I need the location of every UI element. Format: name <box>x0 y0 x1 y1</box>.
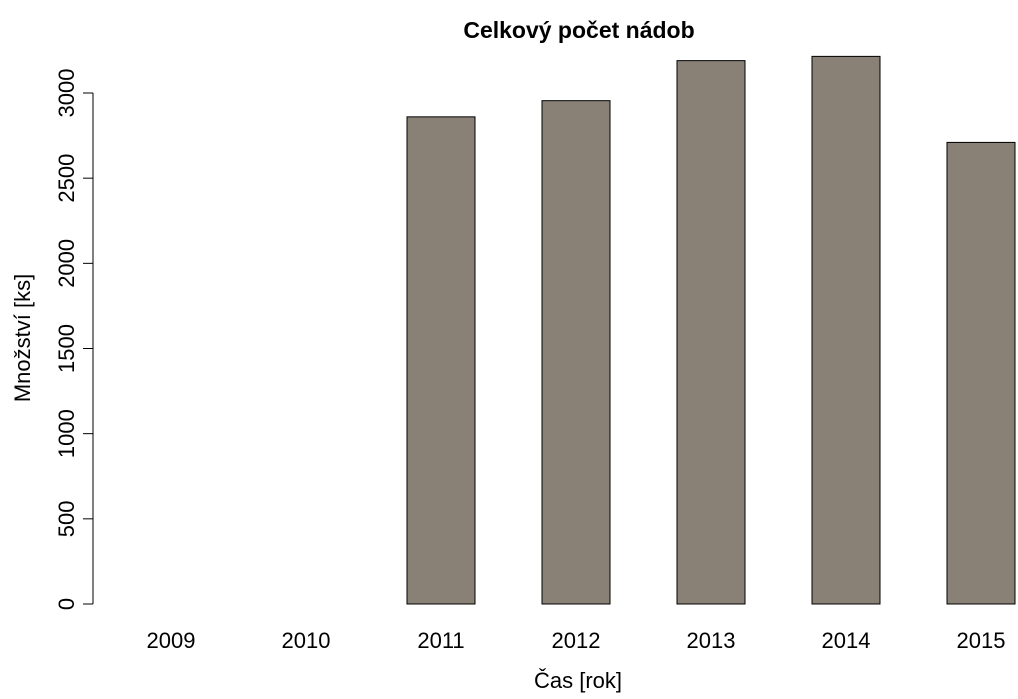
x-tick-label: 2013 <box>687 628 736 653</box>
x-tick-label: 2014 <box>822 628 871 653</box>
x-tick-label: 2011 <box>417 628 464 653</box>
x-tick-label: 2015 <box>957 628 1006 653</box>
bar-2015 <box>946 141 1016 605</box>
bar-2011 <box>406 116 476 605</box>
x-axis-tick-labels: 2009 2010 2011 2012 2013 2014 2015 <box>147 628 1006 653</box>
x-tick-label: 2009 <box>147 628 196 653</box>
bar-2014 <box>811 55 881 605</box>
y-axis-ticks: 0 500 1000 1500 2000 2500 3000 <box>54 69 93 610</box>
chart-title: Celkový počet nádob <box>463 17 694 43</box>
bars-group <box>406 55 1016 605</box>
x-tick-label: 2010 <box>282 628 331 653</box>
bar-2012 <box>541 100 611 605</box>
y-axis-label: Množství [ks] <box>10 274 35 402</box>
y-tick-label: 3000 <box>54 69 79 118</box>
bar-2013 <box>676 60 746 605</box>
y-tick-label: 2000 <box>54 239 79 288</box>
x-axis-label: Čas [rok] <box>534 668 622 693</box>
y-axis: 0 500 1000 1500 2000 2500 3000 <box>54 69 94 610</box>
y-tick-label: 1500 <box>54 324 79 373</box>
y-tick-label: 2500 <box>54 154 79 203</box>
x-tick-label: 2012 <box>552 628 601 653</box>
y-tick-label: 0 <box>54 598 79 610</box>
y-tick-label: 1000 <box>54 409 79 458</box>
y-tick-label: 500 <box>54 500 79 537</box>
